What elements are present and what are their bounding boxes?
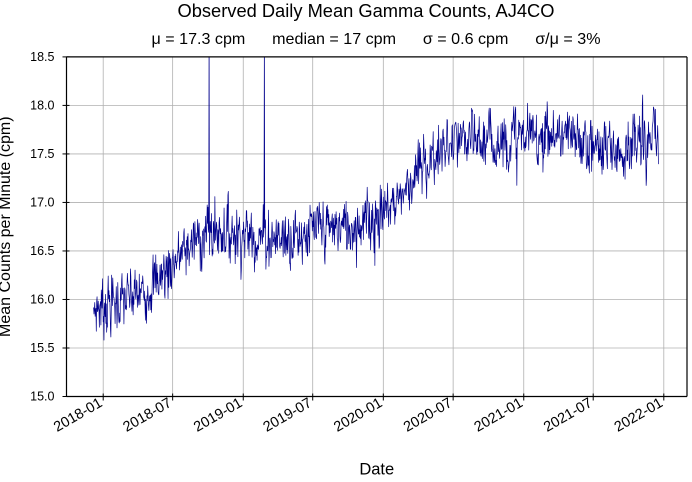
- svg-text:16.5: 16.5: [30, 244, 54, 258]
- svg-text:Mean Counts per Minute (cpm): Mean Counts per Minute (cpm): [0, 116, 14, 337]
- svg-text:18.0: 18.0: [30, 99, 54, 113]
- svg-text:16.0: 16.0: [30, 293, 54, 307]
- svg-text:15.0: 15.0: [30, 390, 54, 404]
- svg-text:17.0: 17.0: [30, 196, 54, 210]
- svg-text:18.5: 18.5: [30, 50, 54, 64]
- svg-text:15.5: 15.5: [30, 341, 54, 355]
- svg-text:Date: Date: [359, 461, 394, 479]
- svg-text:17.5: 17.5: [30, 147, 54, 161]
